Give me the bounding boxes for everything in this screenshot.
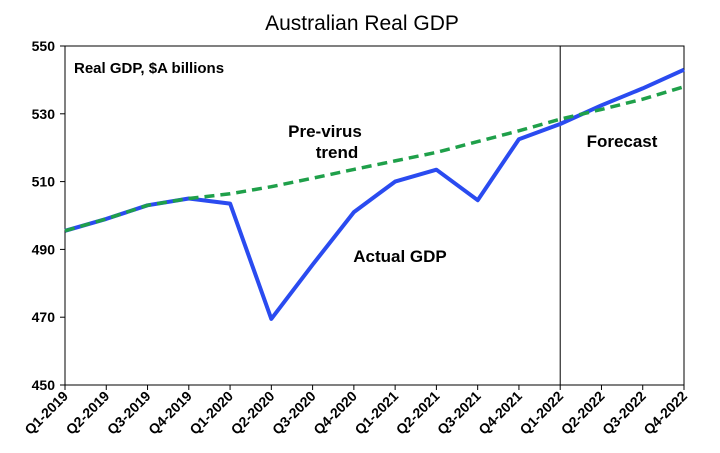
x-tick-label: Q4-2021 (475, 388, 525, 438)
x-tick-label: Q1-2021 (351, 388, 401, 438)
x-tick-label: Q2-2020 (228, 388, 278, 438)
x-tick-label: Q2-2019 (63, 388, 113, 438)
x-tick-label: Q3-2022 (599, 388, 649, 438)
plot-area (64, 45, 685, 386)
annotation-forecast: Forecast (587, 132, 658, 151)
x-tick-label: Q1-2022 (516, 388, 566, 438)
x-tick-label: Q4-2022 (640, 388, 690, 438)
annotation-actual-gdp: Actual GDP (353, 247, 447, 266)
x-tick-label: Q3-2019 (104, 388, 154, 438)
y-axis: 450 470 490 510 530 550 (32, 38, 65, 393)
chart-subtitle: Real GDP, $A billions (74, 60, 224, 77)
y-tick-label: 490 (32, 241, 56, 257)
y-tick-label: 530 (32, 106, 56, 122)
x-tick-label: Q1-2019 (21, 388, 71, 438)
x-tick-label: Q2-2022 (558, 388, 608, 438)
x-tick-label: Q3-2020 (269, 388, 319, 438)
x-tick-label: Q2-2021 (393, 388, 443, 438)
chart-title: Australian Real GDP (265, 12, 459, 35)
annotation-trend: trend (316, 143, 359, 162)
x-tick-label: Q3-2021 (434, 388, 484, 438)
x-tick-label: Q4-2020 (310, 388, 360, 438)
series-layer (64, 67, 685, 321)
x-tick-label: Q4-2019 (145, 388, 195, 438)
x-tick-label: Q1-2020 (186, 388, 236, 438)
y-tick-label: 470 (32, 309, 56, 325)
series-line-pre-virus-trend (64, 85, 685, 233)
y-tick-label: 510 (32, 174, 56, 190)
y-tick-label: 550 (32, 38, 56, 54)
y-tick-label: 450 (32, 377, 56, 393)
annotation-pre-virus: Pre-virus (288, 122, 362, 141)
x-axis: Q1-2019Q2-2019Q3-2019Q4-2019Q1-2020Q2-20… (21, 385, 690, 438)
